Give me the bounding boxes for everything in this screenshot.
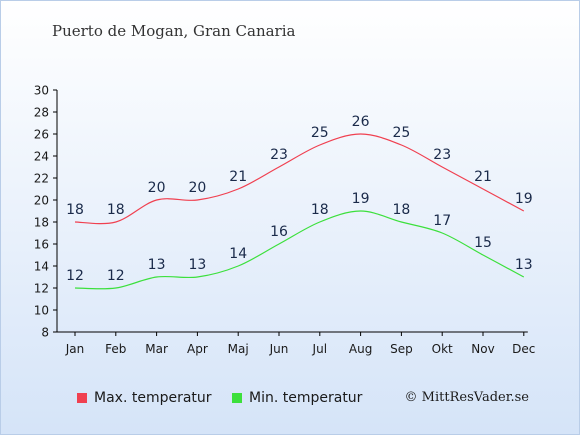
x-tick-label: Dec xyxy=(512,342,535,356)
data-label-max: 18 xyxy=(107,202,125,218)
axes: 8 10 12 14 16 18 20 22 24 26 28 30 Jan Feb Mar Apr Maj Ju… xyxy=(34,84,536,357)
data-label-min: 14 xyxy=(229,246,247,262)
y-tick-label: 26 xyxy=(34,128,49,142)
y-tick-label: 8 xyxy=(41,326,49,340)
data-label-min: 13 xyxy=(188,257,206,273)
data-label-min: 18 xyxy=(392,202,410,218)
x-tick-label: Maj xyxy=(228,342,249,356)
data-label-max: 18 xyxy=(66,202,84,218)
data-label-max: 25 xyxy=(311,125,329,141)
series-line-max xyxy=(74,133,525,225)
y-tick-label: 14 xyxy=(34,260,49,274)
x-tick-label: Sep xyxy=(390,342,413,356)
y-tick-label: 20 xyxy=(34,194,49,208)
data-label-max: 25 xyxy=(392,125,410,141)
x-tick-label: Okt xyxy=(432,342,453,356)
y-tick-label: 12 xyxy=(34,282,49,296)
chart-title: Puerto de Mogan, Gran Canaria xyxy=(52,22,296,40)
y-tick-label: 18 xyxy=(34,216,49,230)
y-tick-label: 16 xyxy=(34,238,49,252)
y-tick-label: 22 xyxy=(34,172,49,186)
data-label-min: 18 xyxy=(311,202,329,218)
x-tick-label: Jul xyxy=(312,342,327,356)
legend-min-label: Min. temperatur xyxy=(249,390,363,406)
data-label-min: 17 xyxy=(433,213,451,229)
data-label-min: 13 xyxy=(515,257,533,273)
x-tick-label: Mar xyxy=(145,342,168,356)
data-label-max: 23 xyxy=(433,147,451,163)
data-label-min: 12 xyxy=(66,268,84,284)
x-tick-label: Feb xyxy=(105,342,126,356)
x-tick-label: Jun xyxy=(269,342,289,356)
x-tick-label: Jan xyxy=(65,342,85,356)
y-tick-label: 10 xyxy=(34,304,49,318)
legend-max: Max. temperatur xyxy=(77,390,212,406)
legend-max-swatch xyxy=(77,393,87,403)
x-tick-label: Apr xyxy=(187,342,208,356)
data-labels: 18 18 20 20 21 23 25 26 25 23 21 19 12 12 13 13 14 16 18 19… xyxy=(66,114,533,284)
legend-min: Min. temperatur xyxy=(232,390,362,406)
data-label-min: 12 xyxy=(107,268,125,284)
data-label-min: 15 xyxy=(474,235,492,251)
data-label-max: 20 xyxy=(148,180,166,196)
series-lines xyxy=(74,133,525,290)
data-label-max: 20 xyxy=(188,180,206,196)
data-label-min: 13 xyxy=(148,257,166,273)
data-label-max: 19 xyxy=(515,191,533,207)
legend-min-swatch xyxy=(232,393,242,403)
data-label-min: 16 xyxy=(270,224,288,240)
data-label-max: 21 xyxy=(229,169,247,185)
series-line-min xyxy=(74,210,525,290)
data-label-min: 19 xyxy=(352,191,370,207)
data-label-max: 21 xyxy=(474,169,492,185)
data-label-max: 26 xyxy=(352,114,370,130)
y-tick-label: 28 xyxy=(34,106,49,120)
legend-max-label: Max. temperatur xyxy=(94,390,212,406)
x-tick-label: Nov xyxy=(471,342,494,356)
data-label-max: 23 xyxy=(270,147,288,163)
copyright-text: © MittResVader.se xyxy=(404,390,529,405)
y-tick-label: 30 xyxy=(34,84,49,98)
y-tick-label: 24 xyxy=(34,150,49,164)
x-tick-label: Aug xyxy=(349,342,372,356)
